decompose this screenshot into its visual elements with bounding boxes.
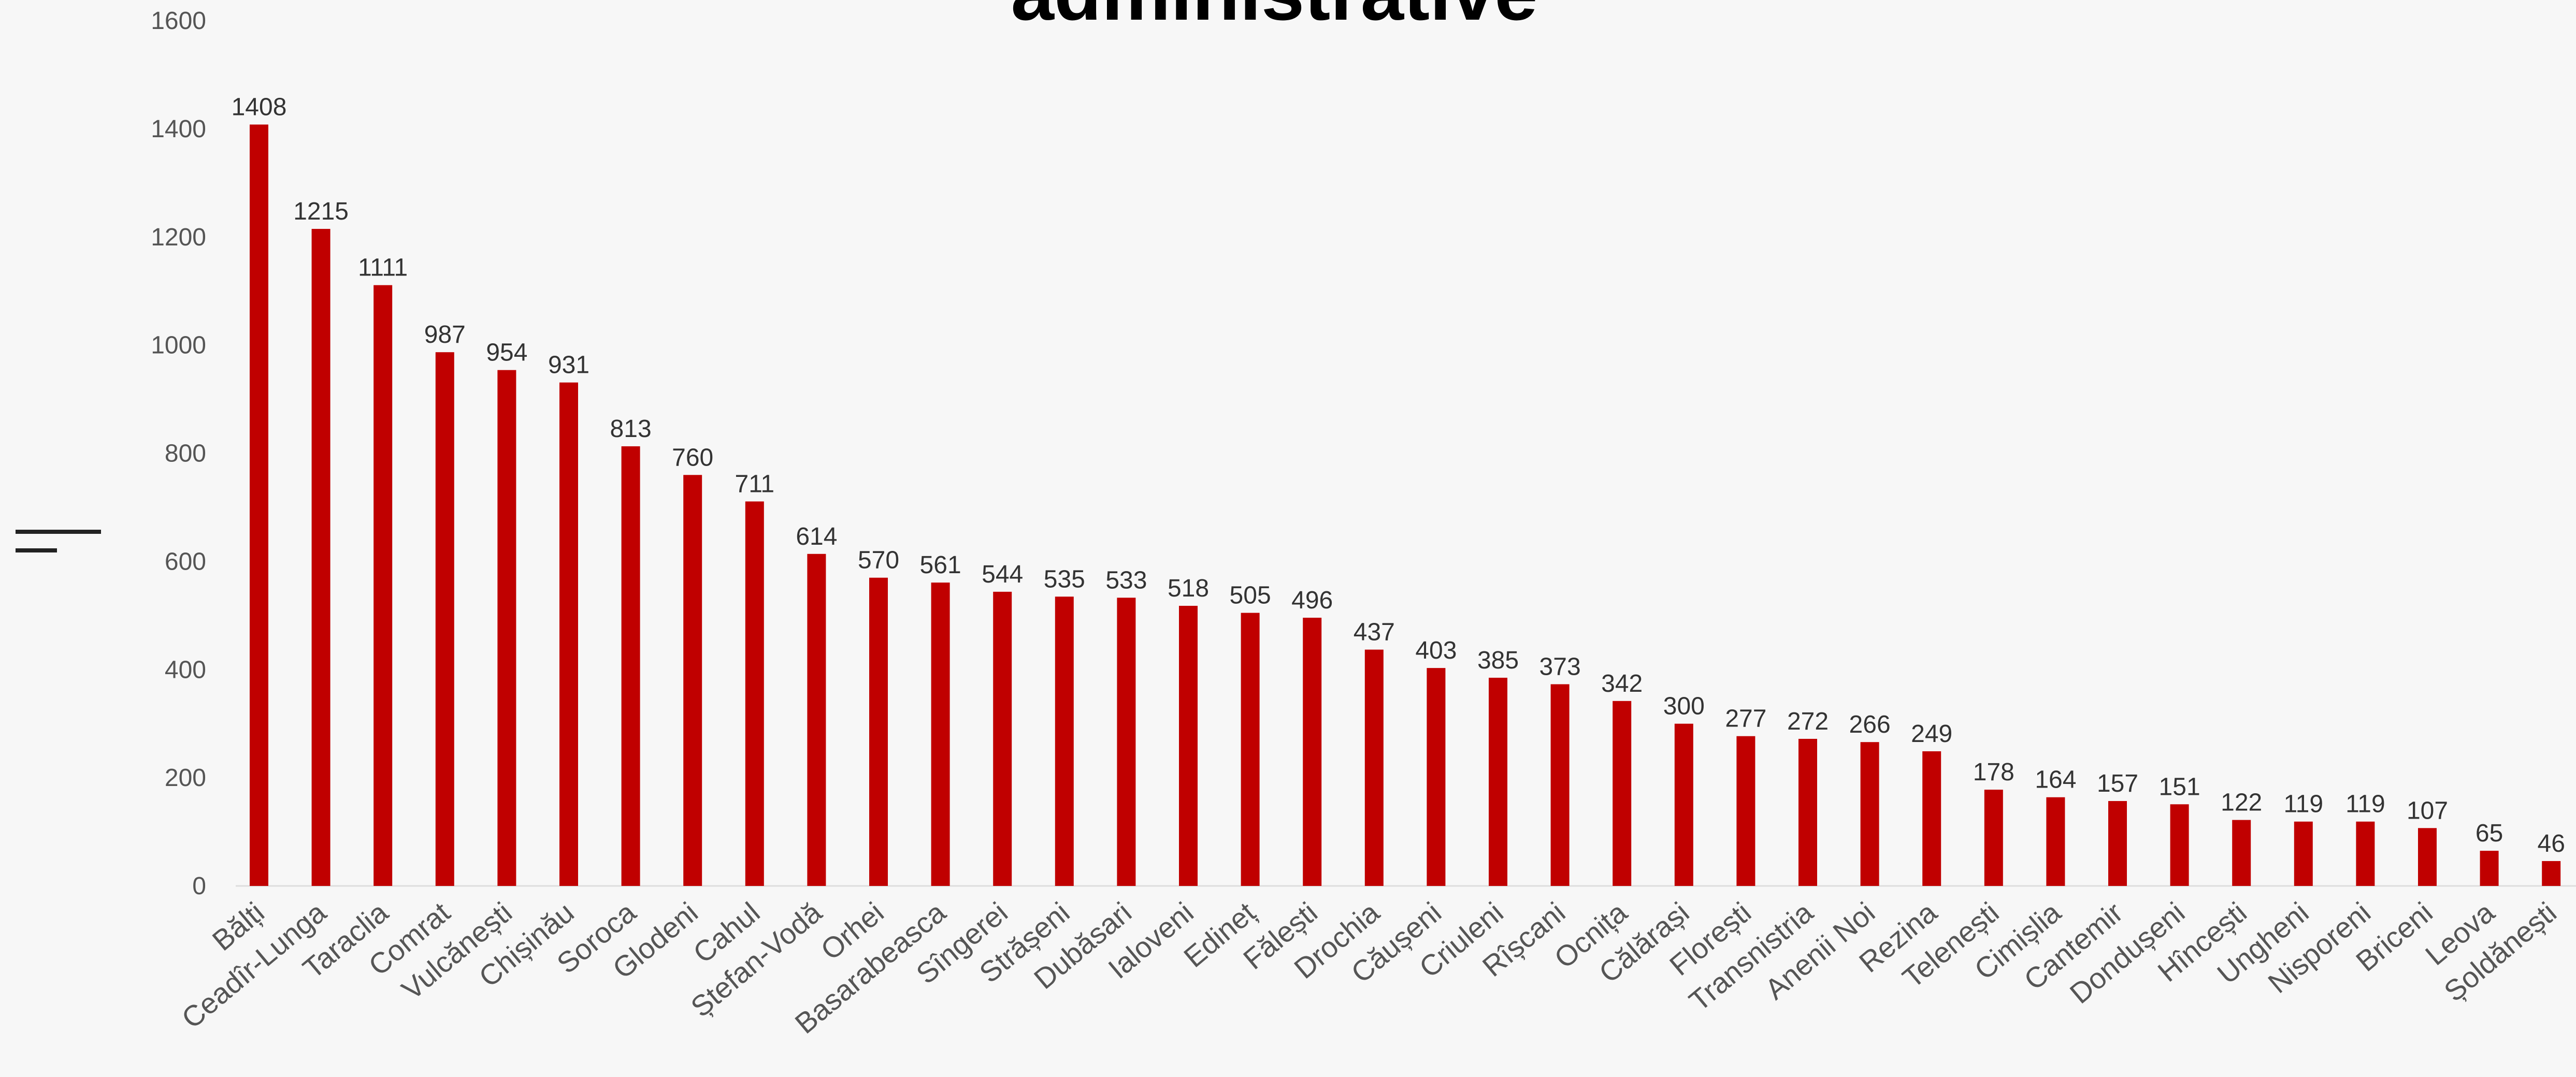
bar xyxy=(311,229,330,886)
bar xyxy=(2108,801,2127,886)
bar xyxy=(2480,851,2499,886)
bar xyxy=(1117,598,1136,886)
bar xyxy=(1860,742,1879,886)
bar xyxy=(250,124,268,886)
bars xyxy=(250,124,2561,886)
bar-value-label: 1111 xyxy=(358,254,408,282)
y-tick-label: 600 xyxy=(165,548,206,575)
bar-value-label: 65 xyxy=(2476,820,2503,847)
bar-value-label: 987 xyxy=(424,321,466,348)
bar xyxy=(2232,820,2251,886)
bar-value-label: 342 xyxy=(1601,670,1643,697)
bar-value-label: 711 xyxy=(735,470,775,498)
bar-value-label: 277 xyxy=(1725,705,1766,733)
bar-value-label: 385 xyxy=(1477,647,1519,674)
bar xyxy=(435,352,454,886)
bar-value-label: 533 xyxy=(1105,566,1147,594)
bar-value-label: 437 xyxy=(1354,619,1395,646)
bar-value-label: 157 xyxy=(2097,770,2138,797)
bar xyxy=(745,501,764,886)
bar xyxy=(2356,821,2375,886)
y-tick-label: 0 xyxy=(192,872,206,900)
value-labels: 1408 1215 1111 987 954 931 813 760 711 614 570 561 5… xyxy=(232,94,2565,857)
bar-value-label: 266 xyxy=(1849,711,1891,738)
bar xyxy=(993,591,1012,886)
bar xyxy=(1674,723,1693,886)
bar-value-label: 561 xyxy=(920,551,961,579)
y-tick-label: 1400 xyxy=(151,115,206,143)
bar-value-label: 931 xyxy=(548,352,589,379)
y-tick-label: 1600 xyxy=(151,7,206,35)
bar-value-label: 249 xyxy=(1911,720,1952,748)
bar-value-label: 107 xyxy=(2407,797,2448,824)
bar-value-label: 535 xyxy=(1044,565,1085,593)
bar-value-label: 496 xyxy=(1291,587,1333,614)
bar-value-label: 1215 xyxy=(293,198,349,225)
bar xyxy=(2170,804,2189,886)
bar-value-label: 518 xyxy=(1168,575,1209,602)
bar xyxy=(1427,668,1446,886)
bar xyxy=(2294,821,2313,886)
bar-value-label: 544 xyxy=(982,561,1023,588)
bar xyxy=(497,370,516,886)
bar xyxy=(559,382,578,886)
bar xyxy=(1798,738,1817,886)
bar-value-label: 46 xyxy=(2538,830,2565,857)
bar-value-label: 505 xyxy=(1230,582,1271,609)
bar xyxy=(931,583,950,886)
bar xyxy=(1364,649,1384,886)
bar-value-label: 151 xyxy=(2159,773,2200,801)
bar xyxy=(1736,736,1755,886)
y-tick-label: 1200 xyxy=(151,224,206,251)
y-tick-label: 400 xyxy=(165,656,206,683)
bar xyxy=(2046,797,2065,886)
bar-value-label: 813 xyxy=(610,415,652,443)
y-tick-label: 800 xyxy=(165,440,206,468)
bar-value-label: 119 xyxy=(2345,791,2385,818)
bar-value-label: 164 xyxy=(2035,766,2076,794)
bar xyxy=(2542,861,2561,886)
bar xyxy=(1241,613,1260,886)
x-axis-labels: BălțiCeadîr-LungaTaracliaComratVulcăneșt… xyxy=(175,895,2562,1040)
bar-value-label: 570 xyxy=(858,547,899,574)
menu-icon[interactable] xyxy=(0,513,114,570)
bar xyxy=(1613,701,1632,886)
bar-value-label: 272 xyxy=(1787,708,1829,735)
bar-value-label: 614 xyxy=(796,523,837,550)
bar xyxy=(1550,684,1570,886)
bar xyxy=(807,554,826,886)
bar xyxy=(621,446,640,886)
bar xyxy=(1489,677,1507,886)
chart-title: administrative xyxy=(1011,0,1537,36)
bar xyxy=(1179,606,1198,886)
bar-value-label: 178 xyxy=(1973,759,2014,786)
bar xyxy=(1055,596,1074,886)
bar-value-label: 373 xyxy=(1539,653,1581,680)
bar-value-label: 1408 xyxy=(232,94,287,121)
bar xyxy=(1984,790,2003,886)
bar-value-label: 760 xyxy=(672,444,713,471)
bar xyxy=(373,285,393,886)
bar-value-label: 403 xyxy=(1415,637,1457,664)
y-tick-label: 200 xyxy=(165,764,206,792)
y-tick-label: 1000 xyxy=(151,332,206,359)
bar xyxy=(869,577,888,886)
y-axis: 0 200 400 600 800 1000 1200 1400 1600 xyxy=(151,7,206,900)
bar-value-label: 300 xyxy=(1663,693,1705,720)
bar xyxy=(1922,751,1941,886)
bar xyxy=(1303,617,1322,886)
bar xyxy=(2418,828,2437,886)
bar-value-label: 122 xyxy=(2221,789,2262,817)
bar-value-label: 954 xyxy=(486,339,527,367)
bar xyxy=(683,475,702,886)
bar-value-label: 119 xyxy=(2284,791,2324,818)
